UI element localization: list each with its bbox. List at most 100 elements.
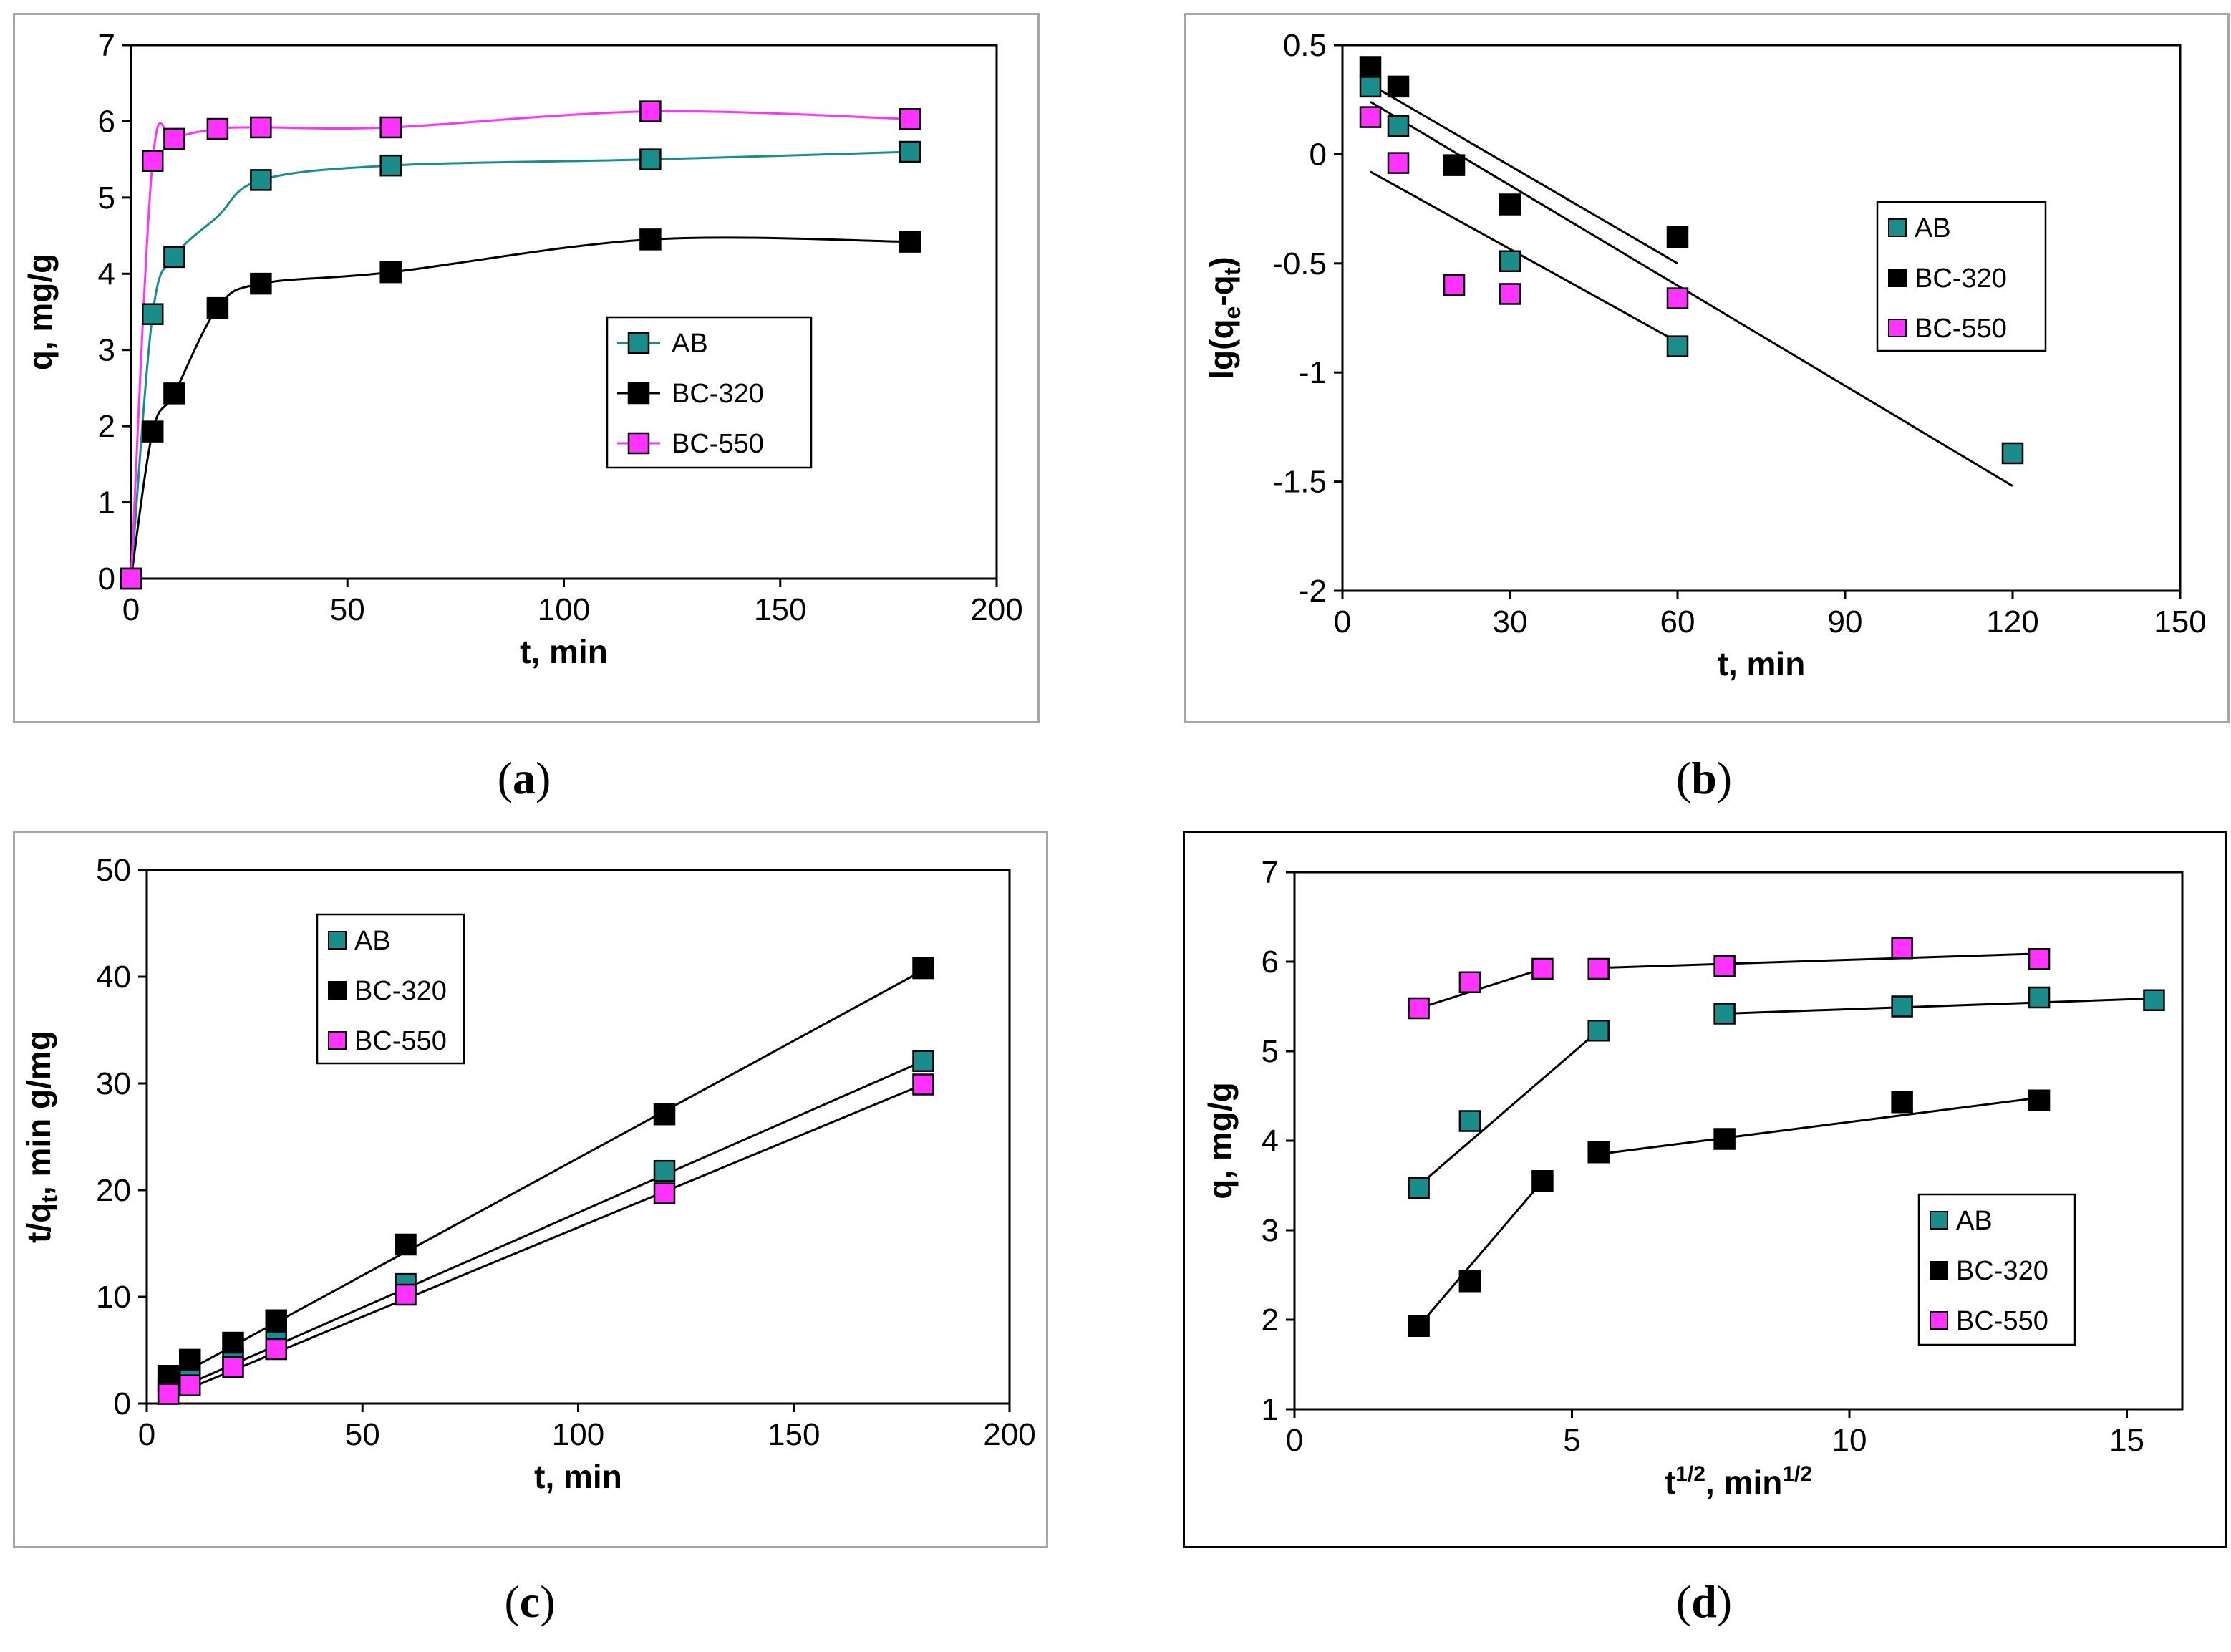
point-ab: [1666, 335, 1689, 357]
y-tick-label: 3: [1262, 1213, 1279, 1248]
legend-label: BC-320: [1915, 264, 2007, 294]
legend-label: AB: [1956, 1206, 1993, 1236]
y-tick-label: 0.5: [1283, 28, 1327, 63]
point-bc-320: [2028, 1089, 2051, 1111]
panel-c-frame: [13, 831, 1048, 1548]
x-axis-title: t1/2, min1/2: [1665, 1462, 1812, 1501]
point-bc-550: [250, 116, 272, 139]
legend-label: AB: [1915, 213, 1951, 243]
y-tick-label: 40: [96, 960, 131, 995]
x-tick-label: 90: [1828, 604, 1863, 639]
x-tick-label: 10: [1832, 1423, 1867, 1458]
point-bc-320: [1587, 1141, 1610, 1164]
fit-line-bc-320: [1418, 1180, 1544, 1327]
point-bc-320: [1713, 1128, 1736, 1150]
point-ab: [912, 1050, 934, 1072]
y-axis-title: lg(qe-qt): [1203, 256, 1245, 380]
point-bc-320: [379, 261, 402, 284]
point-bc-550: [1891, 937, 1913, 960]
y-tick-label: 2: [98, 409, 115, 444]
legend-marker: [1888, 269, 1907, 287]
panel-d-frame: [1183, 831, 2227, 1548]
point-ab: [1891, 995, 1913, 1018]
x-tick-label: 15: [2109, 1423, 2144, 1458]
y-tick-label: 6: [1262, 945, 1279, 980]
y-tick-label: 0: [98, 561, 115, 596]
y-tick-label: 7: [1262, 855, 1279, 890]
y-tick-label: -1: [1299, 355, 1327, 390]
point-ab: [2143, 989, 2165, 1011]
chart-d: 1 2 3 4 5 6 7 0 5 10 15 t1/2, min1/2 q, mg/g AB BC-320…: [1201, 855, 2184, 1501]
point-bc-320: [1359, 56, 1382, 78]
y-tick-label: 1: [1262, 1392, 1279, 1427]
x-tick-label: 200: [970, 592, 1022, 627]
point-ab: [1587, 1020, 1610, 1042]
point-bc-320: [157, 1365, 180, 1387]
point-ab: [2001, 442, 2024, 465]
point-bc-320: [250, 272, 272, 295]
point-bc-550: [2028, 948, 2051, 970]
y-tick-label: -1.5: [1272, 465, 1327, 500]
x-axis-title: t, min: [534, 1458, 622, 1495]
x-tick-label: 60: [1660, 604, 1695, 639]
y-tick-label: 10: [96, 1280, 131, 1315]
point-bc-550: [157, 1383, 180, 1405]
point-ab: [379, 154, 402, 177]
point-bc-550: [639, 100, 662, 122]
x-tick-label: 120: [1986, 604, 2038, 639]
y-tick-label: 7: [98, 28, 115, 63]
point-bc-550: [395, 1283, 417, 1306]
legend-marker: [627, 432, 650, 455]
point-bc-550: [1531, 957, 1554, 980]
point-bc-320: [265, 1309, 287, 1332]
point-bc-550: [1443, 274, 1466, 296]
point-bc-550: [1666, 287, 1689, 309]
point-bc-550: [1387, 152, 1410, 174]
y-axis-title: q, mg/g: [21, 253, 59, 371]
y-tick-label: 2: [1262, 1303, 1279, 1338]
point-bc-550: [1359, 106, 1382, 128]
x-tick-label: 100: [538, 592, 590, 627]
point-bc-550: [120, 567, 142, 590]
y-tick-label: 6: [98, 104, 115, 139]
x-tick-label: 150: [2154, 604, 2206, 639]
legend-label: BC-550: [672, 429, 764, 459]
point-bc-320: [653, 1103, 676, 1126]
x-tick-label: 50: [330, 592, 365, 627]
legend-label: BC-320: [1956, 1256, 2048, 1286]
point-bc-550: [265, 1338, 287, 1361]
point-bc-550: [1499, 283, 1521, 305]
point-bc-320: [222, 1331, 244, 1354]
point-bc-320: [1666, 226, 1689, 248]
point-bc-550: [1408, 997, 1430, 1020]
point-ab: [1499, 250, 1521, 273]
y-tick-label: 1: [98, 486, 115, 521]
legend-marker: [328, 981, 347, 1000]
chart-b: -2 -1.5 -1 -0.5 0 0.5 0 30 60 90 120 150 t, min lg(qe…: [1203, 28, 2207, 682]
point-ab: [1408, 1177, 1430, 1199]
x-tick-label: 30: [1493, 604, 1528, 639]
point-bc-320: [141, 420, 164, 443]
chart-a: 0 1 2 3 4 5 6 7 0 50 100 150 200 t, min q, mg/g AB BC-32…: [21, 28, 1023, 670]
point-ab: [1458, 1110, 1481, 1132]
x-tick-label: 0: [1286, 1423, 1303, 1458]
legend-label: AB: [354, 926, 391, 956]
fit-line-ab: [1370, 100, 2013, 487]
point-bc-550: [141, 150, 164, 173]
x-tick-label: 100: [552, 1417, 604, 1452]
x-tick-label: 0: [122, 592, 140, 627]
legend-label: BC-550: [354, 1026, 447, 1056]
point-ab: [141, 303, 164, 325]
chart-c-group: 0 10 20 30 40 50 0 50 100 150 200 t, min t/qt, min g…: [20, 853, 1036, 1495]
fit-line-ab: [1724, 997, 2154, 1015]
point-ab: [1713, 1003, 1736, 1025]
point-bc-320: [1891, 1091, 1913, 1114]
point-bc-550: [1713, 955, 1736, 977]
legend-marker: [328, 931, 347, 950]
x-tick-label: 150: [754, 592, 806, 627]
y-tick-label: 4: [98, 256, 115, 291]
x-tick-label: 50: [345, 1417, 380, 1452]
legend-label: BC-550: [1915, 314, 2007, 344]
legend-marker: [1930, 1311, 1948, 1330]
panel-b-frame: [1184, 13, 2230, 723]
